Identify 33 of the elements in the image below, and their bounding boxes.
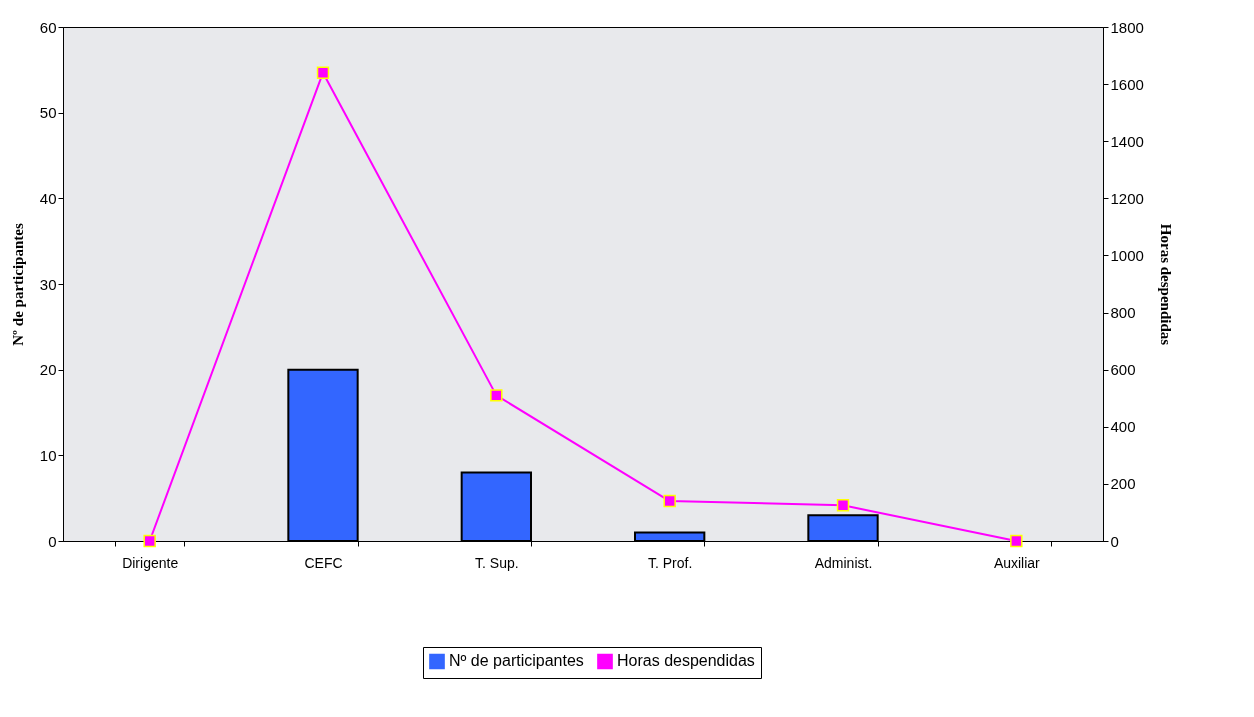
y2-tick-label: 1000: [1110, 246, 1144, 264]
legend-label: Horas despendidas: [617, 652, 755, 670]
y2-tick-label: 0: [1110, 532, 1119, 550]
y-tick-label: 50: [39, 104, 57, 122]
y-tick-label: 60: [39, 18, 57, 36]
x-tick-label: Administ.: [814, 554, 873, 571]
y-tick-label: 0: [48, 532, 57, 550]
point: [316, 66, 330, 79]
point: [490, 389, 503, 402]
x-tick-label: T. Prof.: [647, 554, 693, 571]
legend-label: Nº de participantes: [449, 652, 584, 670]
y2-tick-label: 1400: [1110, 132, 1144, 150]
point: [1010, 534, 1023, 548]
y2-tick-label: 400: [1110, 418, 1136, 436]
y-axis-title: Nº de participantes: [9, 223, 26, 346]
point: [663, 494, 676, 508]
y2-tick-label: 1200: [1110, 189, 1144, 207]
x-tick-label: CEFC: [304, 554, 343, 571]
y2-tick-label: 1600: [1110, 75, 1144, 93]
y-tick-label: 10: [39, 446, 57, 464]
y2-tick-label: 800: [1110, 304, 1136, 322]
x-tick-label: Auxiliar: [993, 554, 1041, 571]
x-tick-label: Dirigente: [122, 554, 179, 571]
x-tick-label: T. Sup.: [475, 554, 519, 571]
y2-tick-label: 200: [1110, 475, 1136, 493]
y-tick-label: 20: [39, 361, 57, 379]
point: [836, 499, 850, 512]
y2-tick-label: 1800: [1110, 18, 1144, 36]
y-tick-label: 40: [39, 189, 57, 207]
y2-axis-title: Horas despendidas: [1157, 223, 1174, 346]
y-tick-label: 30: [39, 275, 57, 293]
y2-tick-label: 600: [1110, 361, 1136, 379]
point: [143, 534, 156, 548]
